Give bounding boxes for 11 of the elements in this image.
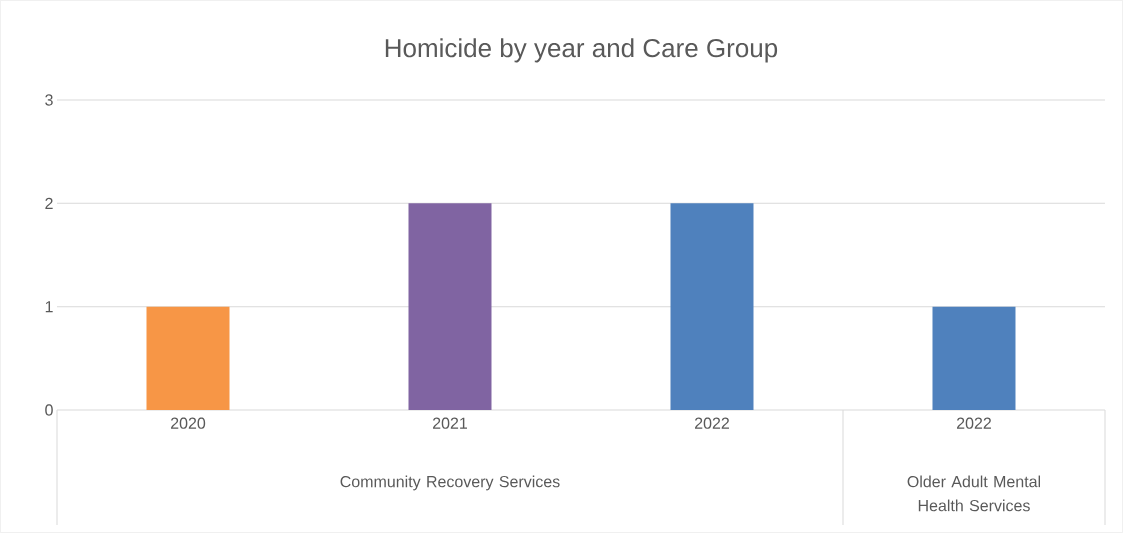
y-tick-label: 3 (45, 94, 53, 106)
text: Older Adult Mental Health Services (907, 475, 1041, 512)
y-tick-label: 1 (45, 301, 53, 313)
x-tick-label: 2022 (956, 417, 991, 429)
x-tick-label: 2020 (171, 417, 206, 429)
y-tick-label: 2 (45, 197, 53, 209)
x-tick-label: 2022 (695, 417, 729, 429)
text: Community Recovery Services (340, 475, 560, 491)
x-tick-label: 2021 (433, 417, 467, 429)
chart-title: Homicide by year and Care Group (385, 38, 778, 63)
y-tick-label: 0 (45, 404, 53, 416)
